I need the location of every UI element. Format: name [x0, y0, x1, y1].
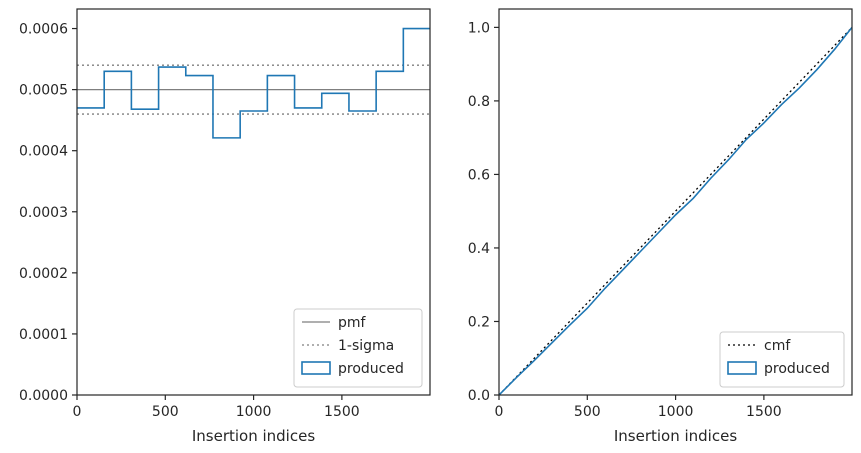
legend-box — [293, 308, 423, 388]
x-axis-label: Insertion indices — [192, 427, 315, 445]
legend-label: produced — [338, 361, 404, 377]
y-tick-label: 0.0 — [468, 388, 490, 404]
x-tick-label: 0 — [73, 404, 82, 420]
y-tick-label: 0.0004 — [19, 144, 68, 160]
plot-series — [77, 27, 430, 139]
y-tick-label: 0.0006 — [19, 22, 68, 38]
y-tick-label: 0.0003 — [19, 205, 68, 221]
y-tick-label: 0.2 — [468, 314, 490, 330]
y-tick-label: 0.0005 — [19, 83, 68, 99]
y-tick-label: 0.4 — [468, 241, 490, 257]
pmf-panel: 0.0000 0.0001 0.0002 0.0003 0.0004 0.0005 0.00… — [19, 8, 431, 445]
legend-label: pmf — [338, 315, 367, 331]
x-tick-label: 500 — [152, 404, 179, 420]
x-tick-label: 500 — [574, 404, 601, 420]
legend-swatch — [301, 361, 331, 375]
plot-frame — [76, 8, 431, 396]
legend-label: produced — [764, 361, 830, 377]
legend: cmf produced — [719, 331, 845, 388]
x-tick-label: 1000 — [658, 404, 694, 420]
y-tick-label: 0.8 — [468, 94, 490, 110]
x-tick-label: 0 — [495, 404, 504, 420]
y-tick-label: 1.0 — [468, 20, 490, 36]
legend-label: cmf — [764, 338, 791, 354]
x-tick-label: 1500 — [324, 404, 360, 420]
plot-series — [499, 26, 852, 395]
series-produced-line — [499, 26, 852, 395]
cmf-panel: 0.0 0.2 0.4 0.6 0.8 1.0 0 500 1000 1500 Insertion … — [468, 8, 853, 445]
legend-swatch — [727, 361, 757, 375]
y-tick-label: 0.0002 — [19, 266, 68, 282]
plot-area — [499, 9, 852, 395]
legend: pmf 1-sigma produced — [293, 308, 423, 388]
y-tick-label: 0.6 — [468, 167, 490, 183]
y-tick-label: 0.0001 — [19, 327, 68, 343]
y-tick-label: 0.0000 — [19, 388, 68, 404]
x-axis-label: Insertion indices — [614, 427, 737, 445]
legend-label: 1-sigma — [338, 338, 394, 354]
x-tick-label: 1500 — [746, 404, 782, 420]
x-tick-label: 1000 — [236, 404, 272, 420]
plot-frame — [498, 8, 853, 396]
series-produced-line — [77, 27, 430, 139]
